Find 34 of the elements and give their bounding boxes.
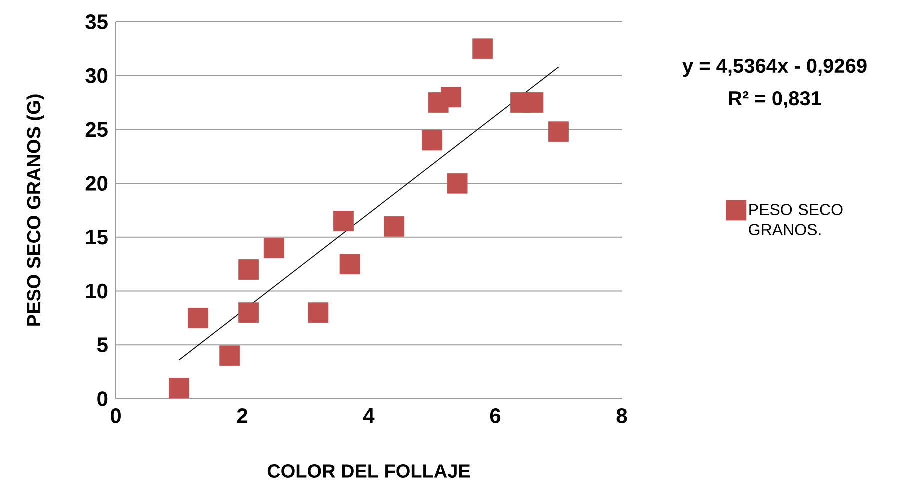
legend-label: PESO SECO GRANOS.	[749, 204, 843, 236]
point	[264, 238, 284, 258]
y-tick-label: 30	[86, 68, 108, 84]
y-tick-label: 10	[86, 284, 108, 299]
x-tick-label: 8	[616, 408, 628, 424]
point	[220, 346, 240, 366]
point	[384, 216, 404, 237]
point	[472, 38, 494, 60]
point	[238, 302, 260, 324]
point	[188, 308, 208, 328]
point	[441, 87, 462, 108]
point	[334, 211, 354, 232]
x-tick-label: 0	[110, 408, 121, 424]
y-tick-label: 15	[86, 230, 108, 245]
y-tick-label: 0	[98, 392, 108, 406]
x-tick-label: 4	[363, 408, 375, 423]
y-tick-label: 35	[86, 14, 108, 30]
point	[308, 302, 329, 324]
point	[238, 260, 260, 280]
x-tick-label: 2	[237, 408, 248, 424]
point	[340, 254, 360, 275]
text: R² = 0,831	[729, 91, 822, 109]
point	[447, 173, 468, 194]
y-tick-label: 25	[86, 122, 108, 138]
text: y = 4,5364x - 0,9269	[682, 58, 867, 78]
x-tick-label: 6	[490, 408, 501, 424]
point	[523, 92, 544, 113]
y-tick-label: 5	[97, 338, 108, 352]
y-tick-label: 20	[86, 176, 108, 191]
point	[169, 378, 190, 398]
x-axis-title: COLOR DEL FOLLAJE	[268, 464, 470, 478]
point	[548, 122, 569, 142]
point	[422, 130, 442, 151]
y-axis-title: PESO SECO GRANOS (G)	[26, 94, 44, 326]
